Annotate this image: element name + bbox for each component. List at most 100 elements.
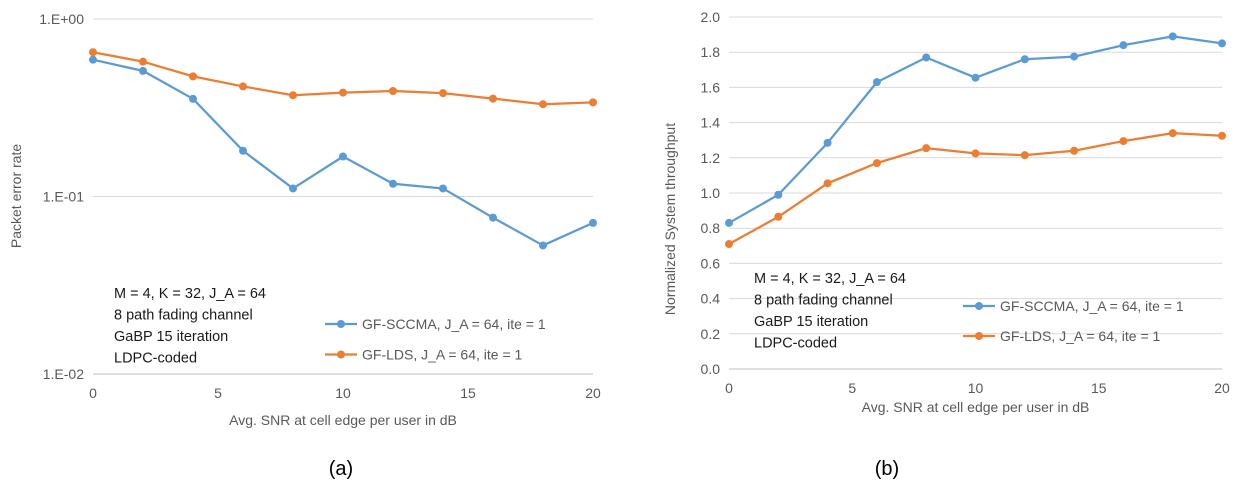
data-point <box>289 91 297 100</box>
data-point <box>339 88 347 97</box>
data-point <box>489 94 497 103</box>
panel-label: (a) <box>329 458 353 480</box>
y-tick-label: 1.E+00 <box>39 11 84 27</box>
data-point <box>971 149 980 158</box>
x-axis-title: Avg. SNR at cell edge per user in dB <box>229 412 457 428</box>
data-point <box>725 240 733 249</box>
annotation-line: LDPC-coded <box>114 351 197 367</box>
data-point <box>1119 137 1128 146</box>
x-tick-label: 5 <box>214 385 222 401</box>
data-point <box>589 98 597 107</box>
data-point <box>239 146 247 155</box>
data-point <box>971 73 980 82</box>
data-point <box>489 213 497 222</box>
data-point <box>89 48 97 57</box>
data-point <box>589 218 597 227</box>
data-point <box>1168 32 1177 41</box>
series-gf-sccma <box>89 55 597 250</box>
data-point <box>774 190 783 199</box>
data-point <box>539 241 547 250</box>
y-tick-label: 0.8 <box>701 220 721 236</box>
legend-label: GF-SCCMA, J_A = 64, ite = 1 <box>362 316 546 332</box>
x-tick-label: 10 <box>968 380 984 396</box>
data-point <box>439 89 447 98</box>
series-gf-lds <box>89 48 597 109</box>
annotation-line: LDPC-coded <box>754 336 837 352</box>
data-point <box>339 152 347 161</box>
y-tick-label: 1.6 <box>701 79 721 95</box>
x-tick-label: 15 <box>1091 380 1107 396</box>
annotation-line: GaBP 15 iteration <box>114 329 228 345</box>
data-point <box>389 86 397 95</box>
y-tick-label: 0.6 <box>701 255 721 271</box>
y-tick-label: 0.2 <box>701 326 721 342</box>
data-point <box>922 53 931 62</box>
annotation-line: 8 path fading channel <box>114 308 253 324</box>
legend-marker-swatch <box>975 302 983 310</box>
data-point <box>189 72 197 81</box>
y-tick-label: 1.4 <box>701 115 721 131</box>
x-tick-label: 0 <box>725 380 733 396</box>
data-point <box>872 159 881 168</box>
data-point <box>139 57 147 66</box>
chart-panel-b: 0.0 0.2 0.4 0.6 0.8 1.0 1.2 1.4 1.6 1.8 2.0 0 5 10 15 2… <box>662 9 1230 480</box>
series-line <box>728 35 1223 224</box>
legend-entry: GF-SCCMA, J_A = 64, ite = 1 <box>963 298 1184 314</box>
y-axis-title: Normalized System throughput <box>662 123 678 315</box>
data-point <box>539 100 547 109</box>
chart-panel-a: 1.E+00 1.E-01 1.E-02 0 5 10 15 20 Avg. SNR at ce… <box>8 11 601 480</box>
data-point <box>1070 146 1079 155</box>
data-point <box>1020 151 1029 160</box>
data-point <box>774 212 783 221</box>
legend-marker-swatch <box>337 350 345 359</box>
x-tick-label: 20 <box>1214 380 1230 396</box>
annotation-line: M = 4, K = 32, J_A = 64 <box>114 286 266 302</box>
series-gf-lds <box>725 129 1226 249</box>
x-axis-title: Avg. SNR at cell edge per user in dB <box>862 399 1090 415</box>
legend-label: GF-LDS, J_A = 64, ite = 1 <box>1000 328 1161 344</box>
y-tick-label: 1.E-01 <box>43 189 84 205</box>
legend-marker-swatch <box>975 332 983 340</box>
panel-label: (b) <box>875 458 899 480</box>
data-point <box>1218 131 1226 140</box>
y-axis-title: Packet error rate <box>8 144 24 248</box>
legend-label: GF-LDS, J_A = 64, ite = 1 <box>362 347 523 363</box>
data-point <box>1070 52 1079 61</box>
data-point <box>922 144 931 153</box>
data-point <box>289 184 297 193</box>
y-tick-label: 1.2 <box>701 150 721 166</box>
data-point <box>823 138 832 147</box>
annotation-line: M = 4, K = 32, J_A = 64 <box>754 271 906 287</box>
y-tick-label: 0.0 <box>701 361 721 377</box>
x-tick-label: 20 <box>585 385 601 401</box>
series-gf-sccma <box>725 32 1226 227</box>
data-point <box>1119 41 1128 50</box>
data-point <box>439 184 447 193</box>
data-point <box>872 78 881 87</box>
data-point <box>1218 39 1226 48</box>
y-tick-label: 1.0 <box>701 185 721 201</box>
y-tick-label: 2.0 <box>701 9 721 25</box>
y-tick-label: 0.4 <box>701 291 721 307</box>
legend-entry: GF-SCCMA, J_A = 64, ite = 1 <box>325 316 546 332</box>
x-tick-label: 10 <box>335 385 351 401</box>
data-point <box>89 55 97 64</box>
data-point <box>239 82 247 91</box>
data-point <box>189 94 197 103</box>
y-tick-label: 1.E-02 <box>43 366 84 382</box>
data-point <box>823 179 832 188</box>
legend-entry: GF-LDS, J_A = 64, ite = 1 <box>325 347 523 363</box>
x-tick-label: 5 <box>848 380 856 396</box>
legend-marker-swatch <box>337 320 345 328</box>
legend-entry: GF-LDS, J_A = 64, ite = 1 <box>963 328 1161 344</box>
x-tick-label: 0 <box>89 385 97 401</box>
y-tick-label: 1.8 <box>701 44 721 60</box>
legend-label: GF-SCCMA, J_A = 64, ite = 1 <box>1000 298 1184 314</box>
data-point <box>1168 129 1177 138</box>
annotation-line: 8 path fading channel <box>754 293 893 309</box>
annotation-line: GaBP 15 iteration <box>754 314 868 330</box>
data-point <box>389 179 397 188</box>
x-tick-label: 15 <box>460 385 476 401</box>
data-point <box>725 218 733 227</box>
